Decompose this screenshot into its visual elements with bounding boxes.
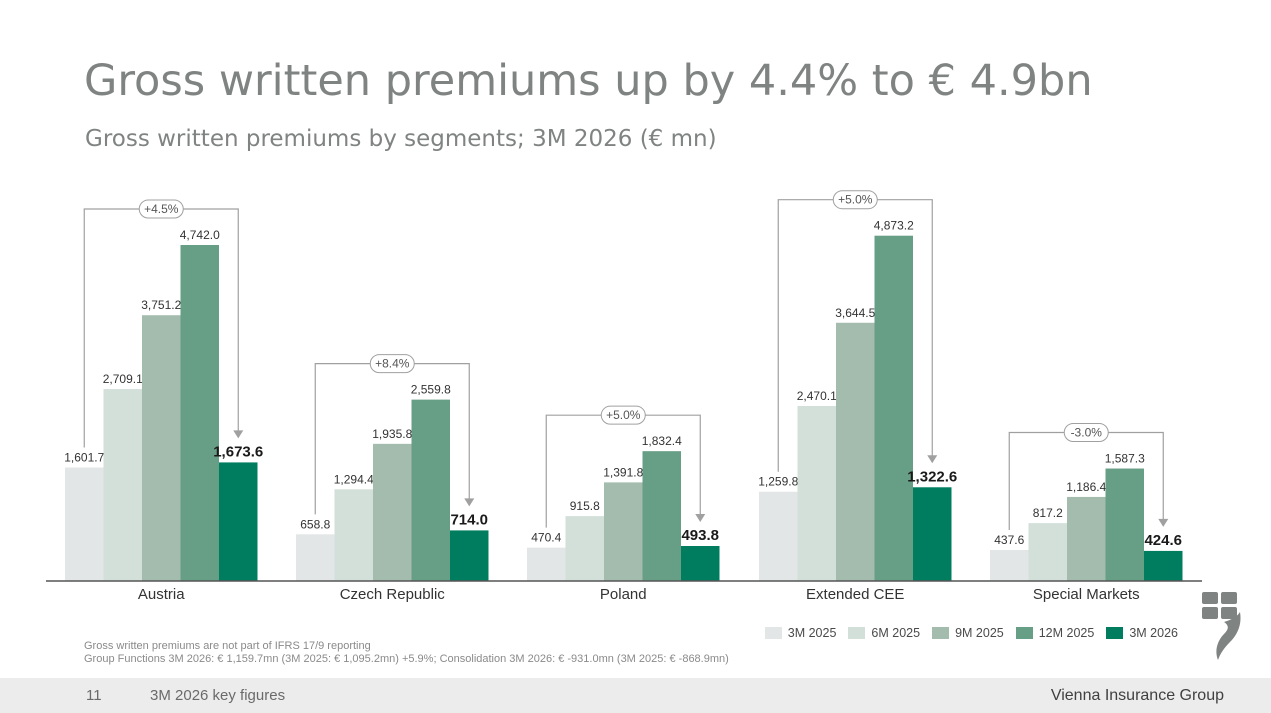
bar [411,399,450,581]
data-label: 3,751.2 [141,298,181,312]
change-label: +8.4% [375,357,410,371]
bar [334,489,373,581]
bar [373,443,412,581]
brand-name: Vienna Insurance Group [1050,687,1224,704]
change-badge [832,190,878,210]
legend-item: 9M 2025 [932,626,1004,640]
data-label: 3,644.5 [835,306,875,320]
bar [681,546,720,581]
data-label: 1,673.6 [213,443,263,460]
data-label: 1,601.7 [64,451,104,465]
category-label: Poland [600,586,647,603]
bar [527,547,566,581]
bar [142,315,181,581]
change-badge [1063,423,1109,443]
legend-label: 6M 2025 [871,626,921,640]
bar [797,405,836,581]
bar [1144,550,1183,581]
bar [65,467,104,581]
data-label: 1,935.8 [372,427,412,441]
arrow-icon [1158,518,1169,527]
arrow-icon [464,498,475,507]
change-badge [138,199,184,219]
bar [604,482,643,581]
data-label: 658.8 [300,517,330,531]
chart-subtitle: Gross written premiums by segments; 3M 2… [85,126,717,152]
arrow-icon [695,514,706,523]
legend-swatch [848,627,866,639]
legend-item: 3M 2026 [1106,626,1178,640]
bar [450,530,489,581]
arrow-icon [927,455,938,464]
data-label: 1,322.6 [907,468,957,485]
footer-bar: 11 3M 2026 key figures Vienna Insurance … [0,678,1271,713]
change-badge [600,405,646,425]
data-label: 817.2 [1033,506,1063,520]
legend-swatch [1015,627,1033,639]
bar [565,516,604,581]
legend-swatch [764,627,782,639]
legend-swatch [932,627,950,639]
category-label: Czech Republic [340,586,446,603]
page-title: Gross written premiums up by 4.4% to € 4… [84,56,1093,106]
data-label: 1,587.3 [1105,452,1145,466]
legend-label: 3M 2025 [787,626,837,640]
page-number: 11 [86,687,102,704]
legend-item: 6M 2025 [848,626,920,640]
data-label: 1,391.8 [603,465,643,479]
legend-item: 3M 2025 [764,626,837,640]
legend-label: 12M 2025 [1038,626,1095,640]
bar [1105,468,1144,581]
data-label: 714.0 [450,511,488,528]
bar [759,491,798,581]
data-label: 1,832.4 [642,434,682,448]
data-label: 4,742.0 [180,228,220,242]
chart-legend: 3M 2025 6M 2025 9M 2025 12M 2025 3M 2026 [764,626,1178,640]
bar [1028,523,1067,581]
bar [103,389,142,581]
bar [642,451,681,581]
bar [836,322,875,581]
arrow-icon [233,430,244,439]
data-label: 2,709.1 [103,372,143,386]
footnote-line: Gross written premiums are not part of I… [84,640,371,652]
category-label: Special Markets [1033,586,1140,603]
data-label: 4,873.2 [874,219,914,233]
category-label: Austria [138,586,185,603]
footnotes: Gross written premiums are not part of I… [84,640,729,666]
legend-label: 3M 2026 [1129,626,1178,640]
bar [296,534,335,581]
legend-swatch [1106,627,1124,639]
change-badge [369,354,415,374]
bar [874,235,913,581]
vig-logo-icon [1202,592,1241,660]
change-label: +5.0% [606,408,641,422]
data-label: 437.6 [994,533,1024,547]
change-label: -3.0% [1071,426,1103,440]
data-label: 2,559.8 [411,383,451,397]
footer-text: 3M 2026 key figures [150,687,286,704]
footnote-line: Group Functions 3M 2026: € 1,159.7mn (3M… [84,653,729,665]
data-label: 1,294.4 [334,472,374,486]
data-label: 1,259.8 [758,475,798,489]
category-label: Extended CEE [806,586,904,603]
change-label: +4.5% [144,202,179,216]
data-label: 1,186.4 [1066,480,1106,494]
data-label: 2,470.1 [797,389,837,403]
bar [1067,496,1106,581]
data-label: 493.8 [681,527,719,544]
bar [913,487,952,581]
legend-label: 9M 2025 [955,626,1004,640]
data-label: 424.6 [1144,532,1182,549]
bar-chart: 1,601.7 2,709.1 3,751.2 4,742.0 1,673.6 +4.5%… [46,190,1202,603]
bar [990,549,1029,581]
data-label: 470.4 [531,531,561,545]
data-label: 915.8 [570,499,600,513]
change-label: +5.0% [838,193,873,207]
bar [180,245,219,581]
bar [219,462,258,581]
legend-item: 12M 2025 [1015,626,1095,640]
